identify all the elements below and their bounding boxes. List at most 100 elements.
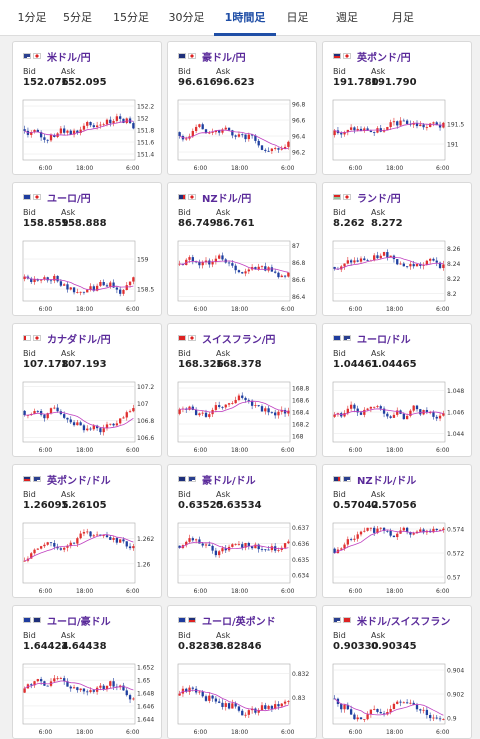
candle-body <box>363 128 366 131</box>
currency-pair-title[interactable]: ユーロ/ドル <box>357 334 411 346</box>
tab-週足[interactable]: 週足 <box>336 11 358 24</box>
candle-body <box>382 129 386 132</box>
candle-body <box>346 129 349 133</box>
candle-body <box>23 560 26 562</box>
currency-card[interactable]: 米ドル/円 Bid Ask 152.076 152.095 152.2 152 151.8 15… <box>12 41 162 175</box>
x-tick-label: 6:00 <box>436 447 450 454</box>
currency-card[interactable]: 英ポンド/ドル Bid Ask 1.26095 1.26105 1.262 1.26 6:00… <box>12 464 162 598</box>
y-tick-label: 86.6 <box>292 277 306 284</box>
candle-body <box>198 539 201 544</box>
currency-pair-title[interactable]: ランド/円 <box>357 193 401 205</box>
candle-body <box>224 404 227 408</box>
candlestick-chart: 107.2 107 106.8 106.6 6:00 18:00 6:00 <box>22 381 154 454</box>
currency-pair-title[interactable]: 豪ドル/円 <box>202 52 246 64</box>
currency-pair-title[interactable]: NZドル/ドル <box>357 475 417 487</box>
ask-label: Ask <box>216 631 231 640</box>
candle-body <box>208 132 211 134</box>
candle-body <box>254 267 257 270</box>
candle-body <box>373 132 376 133</box>
candle-body <box>237 395 241 400</box>
candle-body <box>56 546 59 549</box>
candle-body <box>185 259 188 266</box>
currency-card[interactable]: 英ポンド/円 Bid Ask 191.780 191.790 191.5 191 6:00 18… <box>322 41 472 175</box>
x-tick-label: 6:00 <box>39 165 53 172</box>
currency-card[interactable]: カナダドル/円 Bid Ask 107.178 107.193 107.2 107 106.8… <box>12 323 162 457</box>
currency-card[interactable]: 豪ドル/円 Bid Ask 96.616 96.623 96.8 96.6 96.4 96.2 6… <box>167 41 317 175</box>
candle-body <box>201 691 204 697</box>
candle-body <box>405 527 409 533</box>
candle-body <box>429 123 432 128</box>
currency-card[interactable]: NZドル/ドル Bid Ask 0.57042 0.57056 0.574 0.572 0.5… <box>322 464 472 598</box>
candle-body <box>270 546 274 551</box>
y-tick-label: 168.4 <box>292 410 309 417</box>
currency-pair-title[interactable]: ユーロ/豪ドル <box>47 616 111 628</box>
candle-body <box>115 287 119 290</box>
bid-label: Bid <box>23 490 36 499</box>
currency-pair-title[interactable]: 豪ドル/ドル <box>202 475 256 487</box>
x-tick-label: 18:00 <box>76 165 93 172</box>
bid-label: Bid <box>333 67 346 76</box>
y-tick-label: 8.22 <box>447 276 461 283</box>
candle-body <box>218 130 221 133</box>
currency-pair-title[interactable]: 米ドル/スイスフラン <box>357 616 451 628</box>
candle-body <box>204 260 208 263</box>
candle-body <box>373 708 376 710</box>
currency-card[interactable]: NZドル/円 Bid Ask 86.749 86.761 87 86.8 86.6 86.4 6:… <box>167 182 317 316</box>
currency-pair-title[interactable]: 英ポンド/円 <box>357 52 411 64</box>
candle-body <box>369 709 373 715</box>
candle-body <box>214 698 218 702</box>
currency-pair-title[interactable]: ユーロ/円 <box>47 193 91 205</box>
candle-body <box>244 542 247 548</box>
tab-1時間足[interactable]: 1時間足 <box>214 0 276 36</box>
currency-pair-title[interactable]: カナダドル/円 <box>47 334 111 346</box>
flag-au-icon <box>178 53 186 59</box>
chart-frame <box>22 240 136 302</box>
bid-value: 96.616 <box>178 77 217 88</box>
candle-body <box>396 410 399 415</box>
candle-body <box>208 260 211 265</box>
currency-pair-title[interactable]: ユーロ/英ポンド <box>202 616 276 628</box>
tab-5分足[interactable]: 5分足 <box>63 11 92 24</box>
currency-pair-title[interactable]: NZドル/円 <box>202 193 252 205</box>
tab-月足[interactable]: 月足 <box>392 11 414 24</box>
candle-body <box>382 252 386 256</box>
bid-value: 158.859 <box>23 218 69 229</box>
candle-body <box>438 124 442 128</box>
tab-15分足[interactable]: 15分足 <box>113 11 149 24</box>
currency-card[interactable]: 豪ドル/ドル Bid Ask 0.63525 0.63534 0.637 0.636 0.63… <box>167 464 317 598</box>
candle-body <box>412 405 415 411</box>
y-tick-label: 86.8 <box>292 260 306 267</box>
currency-pair-title[interactable]: 米ドル/円 <box>47 52 91 64</box>
candle-body <box>353 714 356 720</box>
y-tick-label: 107.2 <box>137 384 154 391</box>
tab-日足[interactable]: 日足 <box>286 11 309 24</box>
candle-body <box>63 284 66 286</box>
currency-pair-title[interactable]: 英ポンド/ドル <box>47 475 111 487</box>
candle-body <box>92 425 95 430</box>
candle-body <box>204 544 208 546</box>
flag-jp-icon <box>188 53 196 59</box>
tab-1分足[interactable]: 1分足 <box>17 11 47 24</box>
currency-card[interactable]: ユーロ/英ポンド Bid Ask 0.82838 0.82846 0.832 0.83 6:0… <box>167 605 317 739</box>
candle-body <box>234 703 237 707</box>
candle-body <box>429 715 432 719</box>
candle-body <box>99 281 102 286</box>
currency-card[interactable]: スイスフラン/円 Bid Ask 168.326 168.378 168.8 168.6 16… <box>167 323 317 457</box>
candle-body <box>95 534 99 536</box>
candle-body <box>257 544 260 550</box>
currency-card[interactable]: ランド/円 Bid Ask 8.262 8.272 8.26 8.24 8.22 8.2 6:00… <box>322 182 472 316</box>
currency-pair-title[interactable]: スイスフラン/円 <box>202 334 276 346</box>
currency-card[interactable]: ユーロ/ドル Bid Ask 1.04461 1.04465 1.048 1.046 1.04… <box>322 323 472 457</box>
candle-body <box>46 542 49 545</box>
card-header: ランド/円 <box>333 190 401 205</box>
currency-card[interactable]: ユーロ/円 Bid Ask 158.859 158.888 159 158.5 6:00 18:… <box>12 182 162 316</box>
chart-frame <box>22 663 136 725</box>
tab-30分足[interactable]: 30分足 <box>168 11 205 24</box>
candle-body <box>95 125 99 128</box>
candle-body <box>274 704 277 709</box>
currency-card[interactable]: 米ドル/スイスフラン Bid Ask 0.90330 0.90345 0.904 0.902… <box>322 605 472 739</box>
card-header: ユーロ/ドル <box>333 331 411 346</box>
y-tick-label: 0.83 <box>292 695 306 702</box>
candle-body <box>224 127 227 130</box>
currency-card[interactable]: ユーロ/豪ドル Bid Ask 1.64424 1.64438 1.652 1.65 1.64… <box>12 605 162 739</box>
